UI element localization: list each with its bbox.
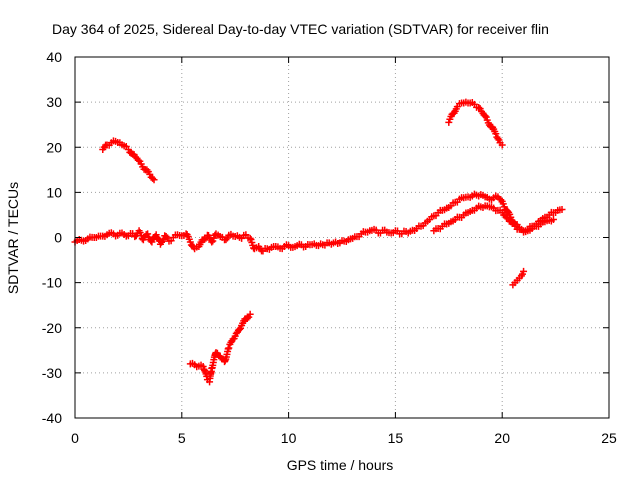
data-point: [508, 218, 516, 226]
data-point: [498, 141, 506, 149]
series-lower-secondary: [430, 202, 557, 236]
data-point: [201, 235, 209, 243]
data-point: [149, 174, 157, 182]
y-tick-label: 0: [54, 230, 62, 246]
y-tick-label: -40: [42, 410, 62, 426]
series-early-arc: [99, 137, 158, 184]
data-point: [445, 118, 453, 126]
data-point: [475, 104, 483, 112]
series-negative-arc: [186, 310, 254, 386]
y-tick-label: -30: [42, 365, 62, 381]
series-late-negative-segment: [509, 267, 528, 289]
data-point: [225, 344, 233, 352]
tick-marks: [74, 56, 610, 419]
y-tick-label: 20: [46, 139, 62, 155]
data-point: [492, 130, 500, 138]
data-point: [481, 112, 489, 120]
x-tick-label: 5: [178, 430, 186, 446]
data-point: [494, 135, 502, 143]
x-tick-label: 10: [281, 430, 297, 446]
x-tick-label: 20: [494, 430, 510, 446]
data-point: [558, 206, 566, 214]
x-axis-label: GPS time / hours: [287, 457, 394, 473]
x-tick-label: 25: [601, 430, 617, 446]
data-point: [246, 234, 254, 242]
data-point: [549, 215, 557, 223]
y-tick-label: 10: [46, 184, 62, 200]
data-point: [243, 314, 251, 322]
x-tick-labels: 0 5 10 15 20 25: [71, 430, 617, 446]
x-tick-label: 15: [388, 430, 404, 446]
chart-title: Day 364 of 2025, Sidereal Day-to-day VTE…: [52, 21, 549, 37]
y-tick-label: -20: [42, 320, 62, 336]
y-tick-label: 30: [46, 94, 62, 110]
y-axis-label: SDTVAR / TECUs: [5, 182, 21, 294]
y-tick-label: 40: [46, 49, 62, 65]
data-points: [71, 98, 566, 386]
data-point: [136, 229, 144, 237]
series-main-band: [71, 190, 566, 255]
data-point: [148, 238, 156, 246]
data-point: [208, 238, 216, 246]
data-point: [150, 176, 158, 184]
grid-lines: [75, 57, 609, 418]
data-point: [134, 156, 142, 164]
y-tick-labels: -40 -30 -20 -10 0 10 20 30 40: [42, 49, 62, 426]
data-point: [235, 325, 243, 333]
x-tick-label: 0: [71, 430, 79, 446]
data-point: [144, 230, 152, 238]
data-point: [222, 236, 230, 244]
data-point: [162, 232, 170, 240]
y-tick-label: -10: [42, 275, 62, 291]
series-late-arc: [445, 98, 506, 149]
data-point: [246, 310, 254, 318]
data-point: [520, 267, 528, 275]
